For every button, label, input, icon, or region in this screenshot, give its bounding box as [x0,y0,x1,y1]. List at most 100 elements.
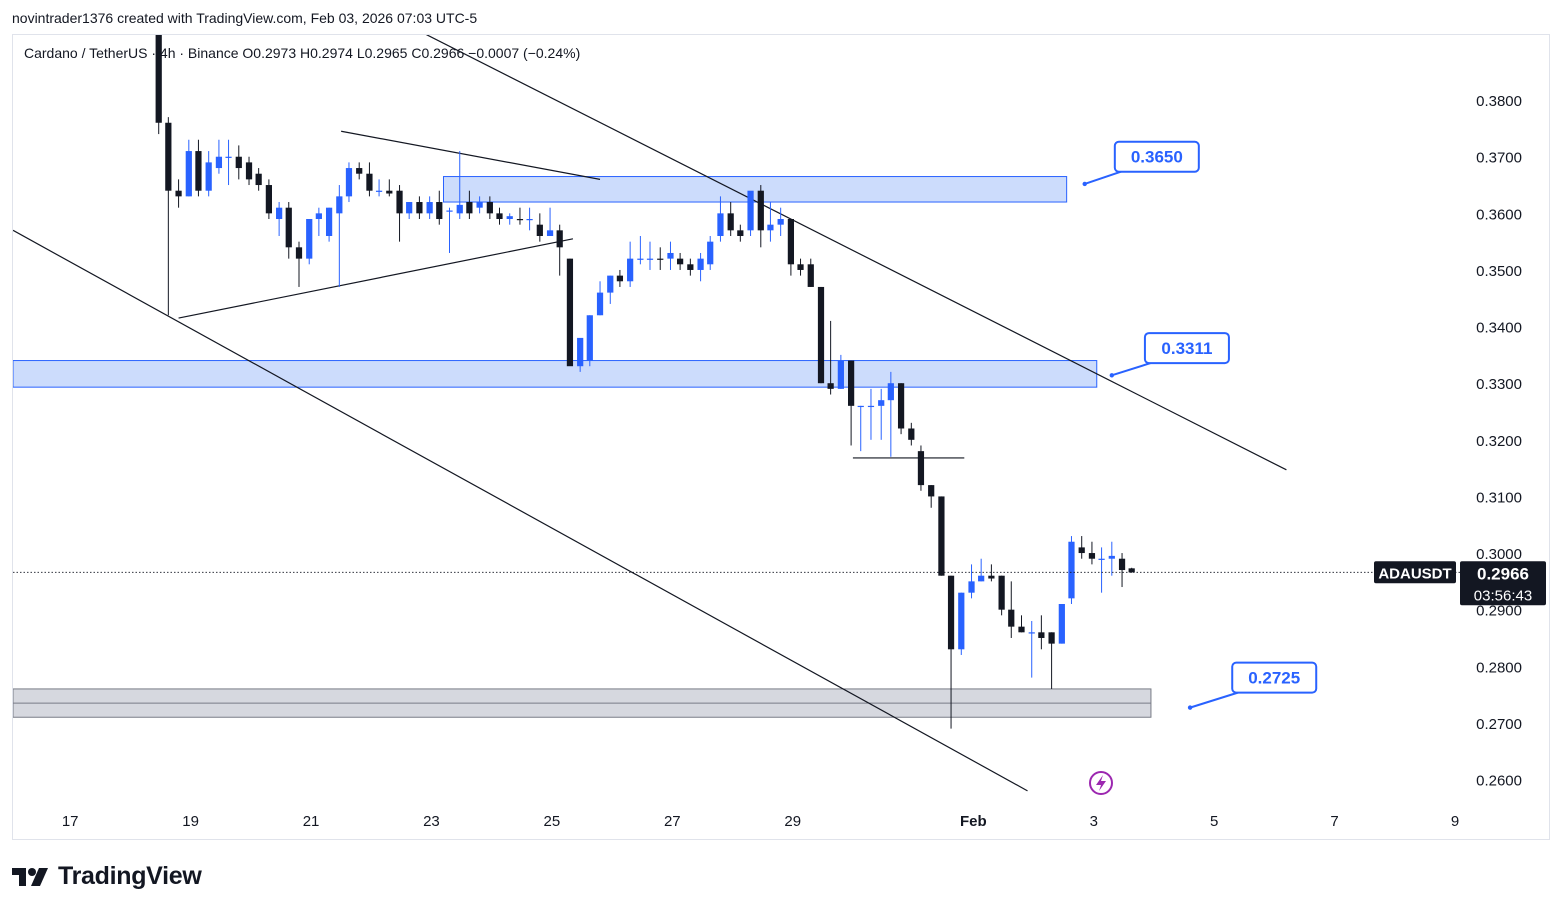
trendline-triangle-bottom[interactable] [178,238,574,319]
candle[interactable] [446,207,453,253]
candle[interactable] [727,202,734,236]
candle[interactable] [396,185,403,242]
candle[interactable] [1018,615,1025,633]
candle[interactable] [737,224,744,242]
candle[interactable] [336,185,343,287]
mid-resistance-zone[interactable] [13,360,1098,388]
candle[interactable] [797,258,804,276]
candle[interactable] [315,207,322,236]
candle[interactable] [276,202,283,236]
candle[interactable] [1078,536,1085,559]
candle[interactable] [596,281,604,316]
trendline-channel-upper[interactable] [371,7,1287,471]
candle[interactable] [817,286,825,384]
candle[interactable] [175,179,182,208]
candle[interactable] [586,315,593,367]
candle[interactable] [406,202,413,220]
candle[interactable] [155,15,162,135]
candle[interactable] [1108,541,1115,576]
candle[interactable] [777,207,784,236]
candle[interactable] [988,564,995,582]
tradingview-logo[interactable]: TradingView [12,862,202,891]
candle[interactable] [857,405,864,452]
candle[interactable] [607,275,614,304]
candle[interactable] [466,190,473,220]
candle[interactable] [225,139,232,186]
candle[interactable] [1118,553,1126,588]
candle[interactable] [847,360,855,446]
candle[interactable] [456,151,463,220]
candle[interactable] [878,388,885,440]
candle[interactable] [928,485,935,508]
candle[interactable] [577,337,584,372]
candle[interactable] [255,168,262,191]
candle[interactable] [1128,567,1135,573]
candle[interactable] [426,196,433,220]
candle[interactable] [295,241,303,287]
upper-resistance-zone[interactable] [442,176,1068,203]
candle[interactable] [958,592,965,655]
candle[interactable] [1028,620,1035,678]
candle[interactable] [897,383,905,435]
trendline-triangle-top[interactable] [341,130,601,180]
candle[interactable] [627,241,634,287]
candle[interactable] [787,219,795,276]
candle[interactable] [215,139,223,174]
candle[interactable] [938,496,945,576]
candle[interactable] [265,179,272,220]
candle[interactable] [205,151,212,197]
price-callout[interactable]: 0.2725 [1187,661,1318,710]
candle[interactable] [526,207,533,231]
candle[interactable] [285,202,292,259]
candle[interactable] [366,162,373,197]
candle[interactable] [245,156,253,186]
candle[interactable] [566,258,574,367]
candle[interactable] [767,202,774,242]
candle[interactable] [917,445,925,491]
candle[interactable] [185,139,192,197]
candle[interactable] [677,252,684,270]
trendline-channel-lower[interactable] [13,229,1028,792]
candle[interactable] [707,235,714,270]
candle[interactable] [646,241,654,270]
candle[interactable] [516,207,524,225]
candle[interactable] [697,252,704,282]
candle[interactable] [476,196,483,214]
candle[interactable] [375,179,383,197]
candle[interactable] [386,179,393,197]
candle[interactable] [867,388,875,440]
candle[interactable] [637,235,644,265]
candle[interactable] [1008,581,1015,638]
candle[interactable] [345,162,353,203]
candle[interactable] [325,207,333,242]
candle[interactable] [978,558,985,582]
candle[interactable] [546,207,554,236]
candle[interactable] [306,219,313,265]
candle[interactable] [416,196,423,220]
candle[interactable] [145,4,151,32]
candle[interactable] [667,241,674,270]
candle[interactable] [1098,547,1105,593]
candle[interactable] [356,162,363,180]
candle[interactable] [195,139,202,197]
candle[interactable] [837,354,844,389]
candle[interactable] [807,258,814,287]
price-callout[interactable]: 0.3650 [1082,140,1200,187]
candle[interactable] [657,247,664,270]
candle[interactable] [1058,604,1065,644]
candle[interactable] [1038,615,1045,650]
candle[interactable] [747,190,754,236]
candle[interactable] [616,269,624,287]
candle[interactable] [717,196,724,242]
candle[interactable] [1068,536,1075,605]
candle[interactable] [165,117,172,316]
candle[interactable] [757,185,764,248]
candle[interactable] [556,224,563,276]
candle[interactable] [947,575,955,729]
candle[interactable] [827,320,834,395]
candle[interactable] [1088,541,1096,565]
candle[interactable] [436,190,443,225]
lightning-icon[interactable] [1089,771,1113,795]
candle[interactable] [998,575,1005,616]
